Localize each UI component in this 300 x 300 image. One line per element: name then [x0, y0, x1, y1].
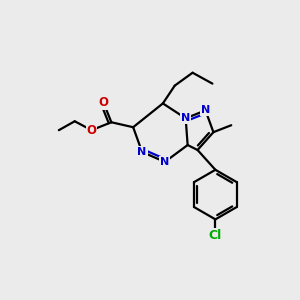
Text: O: O [86, 124, 97, 137]
Text: N: N [137, 147, 147, 157]
Text: N: N [181, 113, 190, 123]
Text: Cl: Cl [209, 229, 222, 242]
Text: N: N [201, 105, 210, 116]
Text: N: N [160, 157, 170, 167]
Text: O: O [98, 96, 108, 109]
